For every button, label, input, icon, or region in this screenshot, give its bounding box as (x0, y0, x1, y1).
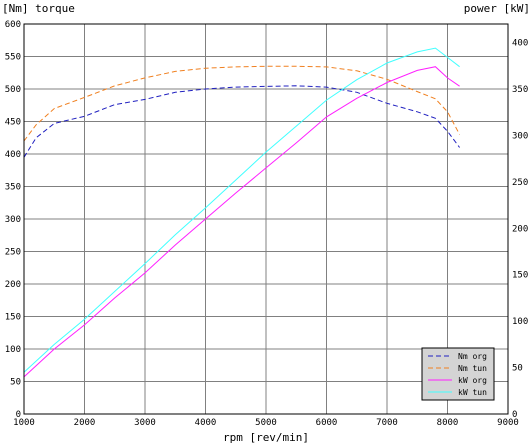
left-y-tick-label: 350 (5, 183, 21, 193)
x-tick-labels: 1000 2000 3000 4000 5000 6000 7000 8000 9000 (13, 418, 519, 428)
right-y-tick-label: 350 (512, 85, 528, 95)
x-tick-label: 4000 (195, 418, 217, 428)
x-tick-label: 2000 (74, 418, 96, 428)
x-tick-label: 3000 (134, 418, 156, 428)
legend-label: kW tun (458, 388, 487, 397)
x-tick-label: 6000 (316, 418, 338, 428)
left-y-tick-label: 600 (5, 20, 21, 30)
legend-label: Nm tun (458, 364, 487, 373)
plot-frame (23, 23, 509, 415)
right-y-tick-label: 100 (512, 317, 528, 327)
x-tick-label: 7000 (376, 418, 398, 428)
left-axis-title: [Nm] torque (2, 2, 75, 15)
legend-label: Nm org (458, 352, 487, 361)
left-y-tick-label: 200 (5, 280, 21, 290)
legend-box (421, 347, 495, 401)
left-y-tick-label: 450 (5, 118, 21, 128)
series-line-kw-org (23, 66, 460, 378)
right-y-tick-label: 50 (512, 364, 523, 374)
left-y-tick-label: 0 (16, 410, 21, 420)
x-axis-title: rpm [rev/min] (223, 431, 309, 444)
right-y-tick-label: 200 (512, 224, 528, 234)
series-line-kw-tun (23, 47, 460, 373)
left-y-tick-label: 300 (5, 215, 21, 225)
left-y-tick-label: 550 (5, 53, 21, 63)
x-tick-label: 1000 (13, 418, 35, 428)
x-tick-label: 5000 (255, 418, 277, 428)
left-y-tick-labels: 0 50 100 150 200 250 300 350 400 450 500 550 600 (5, 20, 21, 420)
left-y-tick-label: 500 (5, 85, 21, 95)
series-lines (23, 47, 461, 378)
series-line-nm-org (23, 85, 461, 158)
right-y-tick-label: 150 (512, 271, 528, 281)
left-y-tick-label: 250 (5, 248, 21, 258)
right-y-tick-label: 250 (512, 178, 528, 188)
right-y-tick-label: 300 (512, 131, 528, 141)
right-y-tick-label: 0 (512, 410, 517, 420)
right-y-tick-label: 400 (512, 39, 528, 49)
right-axis-title: power [kW] (464, 2, 530, 15)
x-tick-label: 9000 (497, 418, 519, 428)
series-line-nm-tun (23, 65, 461, 142)
left-y-tick-label: 150 (5, 313, 21, 323)
legend-label: kW org (458, 376, 487, 385)
x-tick-label: 8000 (437, 418, 459, 428)
left-y-tick-label: 50 (10, 378, 21, 388)
left-y-tick-label: 100 (5, 345, 21, 355)
legend: Nm org Nm tun kW org kW tun (421, 347, 495, 401)
right-y-tick-labels: 0 50 100 150 200 250 300 350 400 (512, 39, 528, 420)
left-y-tick-label: 400 (5, 150, 21, 160)
